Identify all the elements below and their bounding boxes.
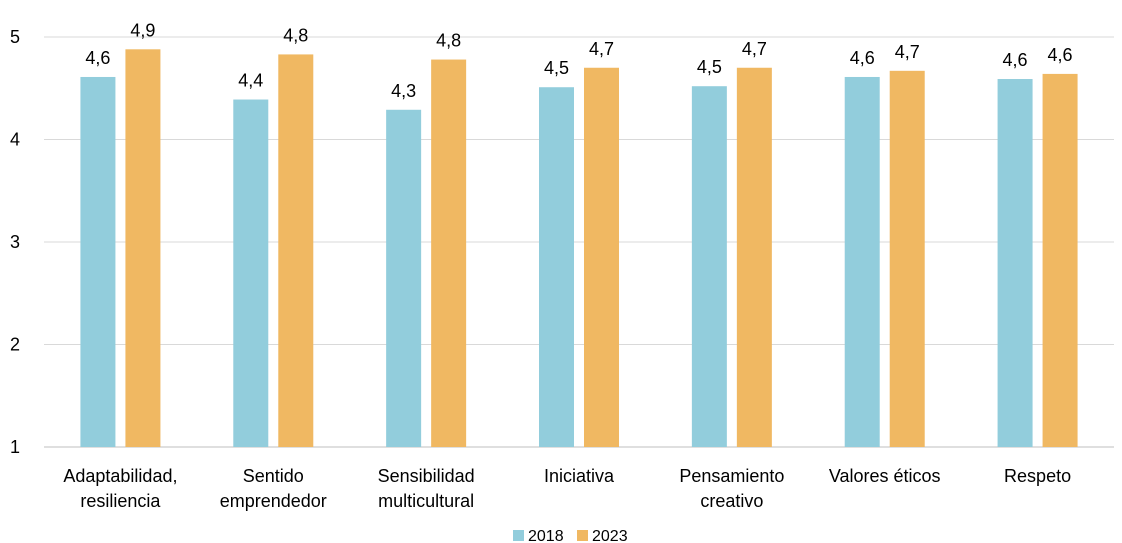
category-label: Valores éticos (829, 466, 941, 486)
legend-label-2023: 2023 (592, 528, 628, 543)
category-label: Sensibilidad (378, 466, 475, 486)
category-label: resiliencia (80, 491, 161, 511)
category-label: Adaptabilidad, (63, 466, 177, 486)
y-tick-label: 5 (10, 27, 20, 47)
bar-2018-1 (233, 99, 269, 448)
data-label-2018-5: 4,6 (850, 48, 875, 68)
data-label-2023-3: 4,7 (589, 39, 614, 59)
bar-2018-0 (80, 76, 116, 447)
data-label-2018-1: 4,4 (238, 71, 263, 91)
bar-2023-6 (1042, 73, 1078, 448)
bar-2023-2 (431, 59, 467, 448)
data-label-2018-0: 4,6 (85, 48, 110, 68)
bar-2018-3 (539, 87, 574, 447)
data-label-2023-4: 4,7 (742, 39, 767, 59)
legend-label-2018: 2018 (528, 528, 564, 543)
data-label-2023-1: 4,8 (283, 25, 308, 45)
bar-2023-3 (584, 67, 619, 447)
bars (80, 49, 1078, 448)
bar-2023-0 (125, 49, 161, 448)
category-label: creativo (700, 491, 763, 511)
data-label-2023-5: 4,7 (895, 42, 920, 62)
legend-swatch-2018 (513, 530, 524, 541)
category-label: Pensamiento (679, 466, 784, 486)
bar-2018-5 (844, 76, 880, 447)
bar-2018-6 (997, 79, 1033, 448)
y-tick-label: 1 (10, 437, 20, 457)
bar-2018-2 (386, 109, 422, 448)
bar-2018-4 (691, 86, 727, 447)
data-label-2023-0: 4,9 (130, 20, 155, 40)
gridlines (44, 36, 1114, 448)
data-labels: 4,6 4,9 4,4 4,8 4,3 4,8 4,5 4,7 4,5 4,7 4,6 4,7 4,6 4… (85, 20, 1072, 100)
category-label: Sentido (243, 466, 304, 486)
bar-2023-5 (889, 70, 925, 447)
x-axis: Adaptabilidad, resiliencia Sentido emprende… (63, 466, 1071, 511)
data-label-2018-6: 4,6 (1003, 50, 1028, 70)
category-label: Respeto (1004, 466, 1071, 486)
y-axis-ticks: 1 2 3 4 5 (10, 27, 20, 457)
bar-2023-4 (736, 67, 772, 447)
category-label: multicultural (378, 491, 474, 511)
data-label-2018-2: 4,3 (391, 81, 416, 101)
legend-swatch-2023 (577, 530, 588, 541)
category-label: emprendedor (220, 491, 327, 511)
y-tick-label: 3 (10, 232, 20, 252)
legend: 2018 2023 (513, 528, 628, 543)
y-tick-label: 4 (10, 130, 20, 150)
bar-2023-1 (278, 54, 314, 448)
y-tick-label: 2 (10, 335, 20, 355)
data-label-2018-4: 4,5 (697, 57, 722, 77)
data-label-2023-2: 4,8 (436, 31, 461, 51)
data-label-2018-3: 4,5 (544, 58, 569, 78)
data-label-2023-6: 4,6 (1048, 45, 1073, 65)
category-label: Iniciativa (544, 466, 615, 486)
